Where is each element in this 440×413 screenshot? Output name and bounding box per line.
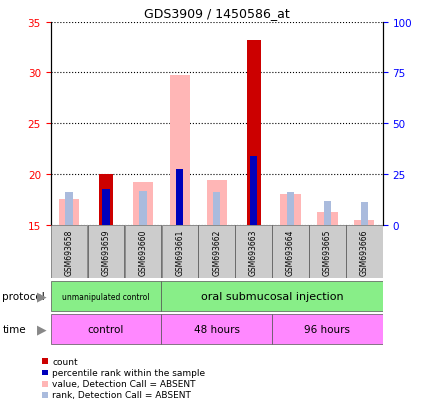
- Text: GSM693665: GSM693665: [323, 229, 332, 275]
- Bar: [51, 315, 161, 344]
- Bar: [272, 225, 309, 278]
- Bar: [324, 202, 331, 225]
- Text: GSM693664: GSM693664: [286, 229, 295, 275]
- Bar: [250, 156, 257, 225]
- Text: GSM693660: GSM693660: [138, 229, 147, 275]
- Text: rank, Detection Call = ABSENT: rank, Detection Call = ABSENT: [52, 390, 191, 399]
- Bar: [272, 315, 383, 344]
- Bar: [161, 315, 272, 344]
- Text: count: count: [52, 357, 78, 366]
- Bar: [280, 195, 301, 225]
- Bar: [66, 193, 73, 225]
- Bar: [206, 180, 227, 225]
- Bar: [354, 220, 374, 225]
- Text: GSM693659: GSM693659: [102, 229, 110, 275]
- Text: GSM693666: GSM693666: [360, 229, 369, 275]
- Bar: [235, 225, 272, 278]
- Bar: [133, 183, 153, 225]
- Bar: [161, 225, 198, 278]
- Text: time: time: [2, 324, 26, 335]
- Text: percentile rank within the sample: percentile rank within the sample: [52, 368, 205, 377]
- Text: protocol: protocol: [2, 291, 45, 301]
- Bar: [51, 225, 87, 278]
- Text: ▶: ▶: [37, 323, 47, 336]
- Bar: [317, 213, 337, 225]
- Bar: [246, 41, 261, 225]
- Text: oral submucosal injection: oral submucosal injection: [201, 291, 343, 301]
- Bar: [125, 225, 161, 278]
- Bar: [309, 225, 346, 278]
- Title: GDS3909 / 1450586_at: GDS3909 / 1450586_at: [144, 7, 290, 20]
- Bar: [346, 225, 383, 278]
- Text: value, Detection Call = ABSENT: value, Detection Call = ABSENT: [52, 379, 196, 388]
- Text: GSM693658: GSM693658: [65, 229, 73, 275]
- Bar: [213, 193, 220, 225]
- Text: GSM693662: GSM693662: [212, 229, 221, 275]
- Text: 48 hours: 48 hours: [194, 324, 240, 335]
- Bar: [287, 193, 294, 225]
- Bar: [102, 190, 110, 225]
- Text: ▶: ▶: [37, 290, 47, 303]
- Bar: [88, 225, 124, 278]
- Text: unmanipulated control: unmanipulated control: [62, 292, 150, 301]
- Bar: [170, 75, 190, 225]
- Bar: [51, 282, 161, 311]
- Text: 96 hours: 96 hours: [304, 324, 350, 335]
- Bar: [198, 225, 235, 278]
- Bar: [99, 174, 113, 225]
- Bar: [176, 169, 183, 225]
- Bar: [161, 282, 383, 311]
- Bar: [361, 203, 368, 225]
- Text: control: control: [88, 324, 124, 335]
- Text: GSM693661: GSM693661: [175, 229, 184, 275]
- Text: GSM693663: GSM693663: [249, 229, 258, 275]
- Bar: [139, 192, 147, 225]
- Bar: [59, 200, 79, 225]
